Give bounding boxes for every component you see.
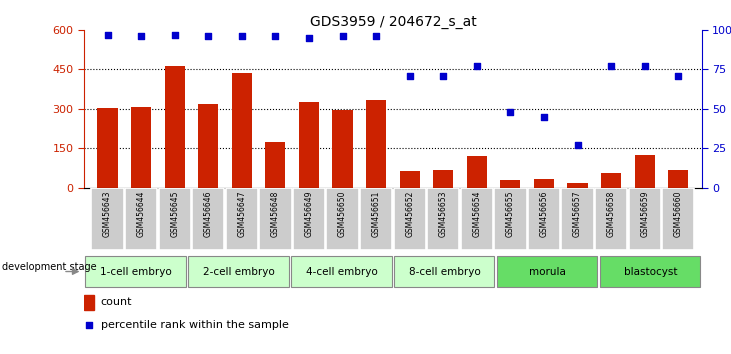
Bar [600, 256, 700, 287]
Bar [84, 295, 94, 310]
Point [437, 73, 449, 79]
Bar [561, 188, 594, 250]
Text: GSM456660: GSM456660 [674, 191, 683, 237]
Bar [393, 188, 426, 250]
Text: 8-cell embryo: 8-cell embryo [409, 267, 480, 276]
Text: GSM456646: GSM456646 [204, 191, 213, 237]
Bar [366, 100, 386, 188]
Bar [427, 188, 459, 250]
Text: GSM456652: GSM456652 [405, 191, 414, 237]
Bar [198, 104, 219, 188]
Bar [125, 188, 157, 250]
Bar [528, 188, 560, 250]
Bar [299, 102, 319, 188]
Bar [534, 179, 554, 188]
Point [236, 34, 248, 39]
Point [471, 63, 482, 69]
Bar [595, 188, 627, 250]
Bar [635, 155, 655, 188]
Text: GSM456647: GSM456647 [238, 191, 246, 237]
Bar [333, 110, 352, 188]
Bar [91, 188, 124, 250]
Text: GSM456643: GSM456643 [103, 191, 112, 237]
Bar [461, 188, 493, 250]
Bar [668, 170, 689, 188]
Text: morula: morula [529, 267, 566, 276]
Text: GSM456654: GSM456654 [472, 191, 481, 237]
Bar [97, 108, 118, 188]
Bar [159, 188, 191, 250]
Point [303, 35, 315, 41]
Point [404, 73, 415, 79]
Bar [500, 180, 520, 188]
Text: 4-cell embryo: 4-cell embryo [306, 267, 377, 276]
Text: development stage: development stage [1, 262, 96, 272]
Text: 2-cell embryo: 2-cell embryo [202, 267, 274, 276]
Point [337, 34, 349, 39]
Bar [131, 107, 151, 188]
Bar [293, 188, 325, 250]
Point [572, 142, 583, 148]
Text: GSM456651: GSM456651 [371, 191, 381, 237]
Bar [265, 142, 286, 188]
Bar [260, 188, 292, 250]
Point [202, 34, 214, 39]
Text: GSM456659: GSM456659 [640, 191, 649, 237]
Point [605, 63, 617, 69]
Text: GSM456644: GSM456644 [137, 191, 145, 237]
Text: GSM456658: GSM456658 [607, 191, 616, 237]
Text: GSM456656: GSM456656 [539, 191, 548, 237]
Bar [192, 188, 224, 250]
Text: GSM456645: GSM456645 [170, 191, 179, 237]
Bar [226, 188, 258, 250]
Bar [494, 188, 526, 250]
Point [639, 63, 651, 69]
Bar [86, 256, 186, 287]
Bar [360, 188, 393, 250]
Bar [232, 73, 252, 188]
Bar [662, 188, 694, 250]
Bar [497, 256, 597, 287]
Title: GDS3959 / 204672_s_at: GDS3959 / 204672_s_at [309, 15, 477, 29]
Bar [467, 156, 487, 188]
Bar [394, 256, 494, 287]
Text: blastocyst: blastocyst [624, 267, 677, 276]
Bar [567, 183, 588, 188]
Bar [433, 170, 453, 188]
Text: GSM456657: GSM456657 [573, 191, 582, 237]
Point [169, 32, 181, 38]
Text: 1-cell embryo: 1-cell embryo [99, 267, 171, 276]
Point [673, 73, 684, 79]
Text: GSM456653: GSM456653 [439, 191, 448, 237]
Point [135, 34, 147, 39]
Bar [164, 66, 185, 188]
Bar [189, 256, 289, 287]
Bar [327, 188, 359, 250]
Point [102, 32, 113, 38]
Text: GSM456649: GSM456649 [305, 191, 314, 237]
Bar [400, 171, 420, 188]
Text: GSM456655: GSM456655 [506, 191, 515, 237]
Point [83, 322, 95, 328]
Text: count: count [101, 297, 132, 307]
Point [371, 34, 382, 39]
Point [270, 34, 281, 39]
Bar [601, 173, 621, 188]
Text: GSM456650: GSM456650 [338, 191, 347, 237]
Text: GSM456648: GSM456648 [271, 191, 280, 237]
Point [504, 109, 516, 115]
Text: percentile rank within the sample: percentile rank within the sample [101, 320, 289, 330]
Bar [629, 188, 661, 250]
Bar [292, 256, 392, 287]
Point [538, 114, 550, 120]
